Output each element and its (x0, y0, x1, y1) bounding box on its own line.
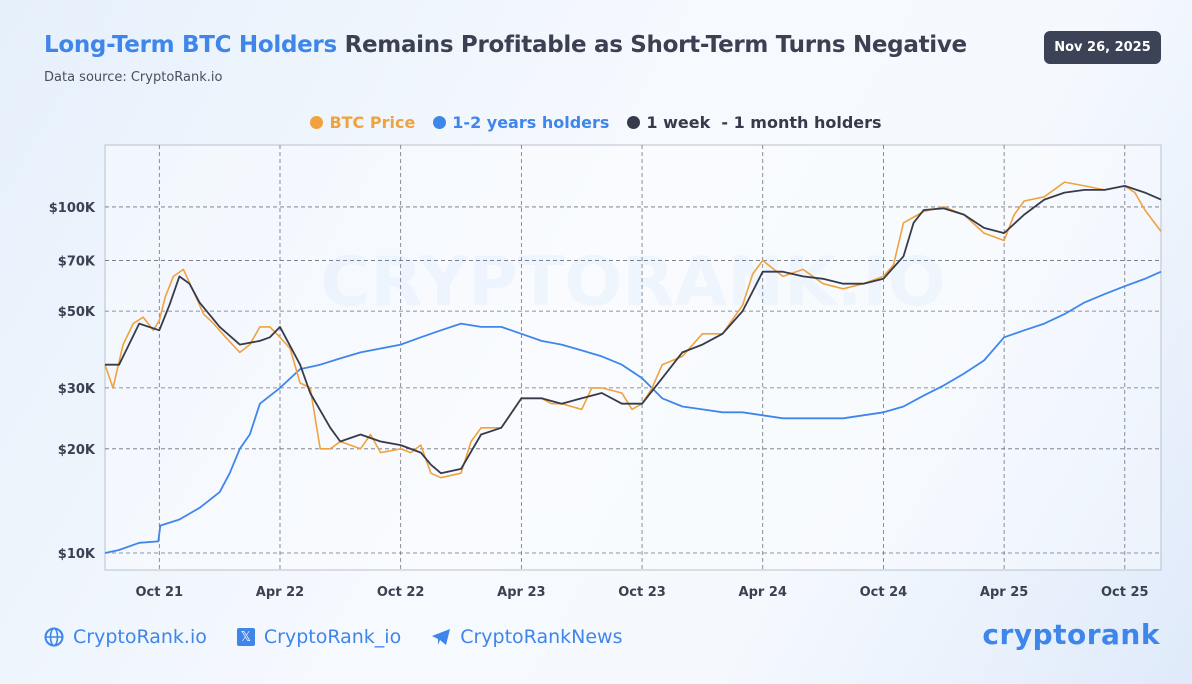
website-label: CryptoRank.io (73, 626, 207, 648)
cryptorank-logo: cryptorank (982, 618, 1160, 651)
y-tick-label: $10K (58, 547, 96, 562)
x-tick-label: Apr 25 (980, 585, 1028, 600)
legend-item-sth: 1 week - 1 month holders (627, 113, 882, 132)
footer: CryptoRank.io 𝕏 CryptoRank_io CryptoRank… (44, 626, 623, 648)
plot-area (104, 144, 1162, 571)
legend-dot-btc (310, 116, 324, 129)
chart-legend: BTC Price 1-2 years holders 1 week - 1 m… (0, 113, 1192, 132)
data-source: Data source: CryptoRank.io (44, 70, 223, 85)
telegram-label: CryptoRankNews (460, 626, 623, 648)
footer-telegram[interactable]: CryptoRankNews (431, 626, 623, 648)
y-tick-label: $100K (49, 201, 96, 216)
x-tick-label: Oct 25 (1101, 585, 1149, 600)
legend-label: BTC Price (329, 113, 416, 132)
footer-website[interactable]: CryptoRank.io (44, 626, 207, 648)
date-badge: Nov 26, 2025 (1044, 31, 1161, 64)
globe-icon (44, 627, 64, 647)
page-title: Long-Term BTC Holders Remains Profitable… (44, 32, 967, 58)
x-tick-label: Oct 21 (136, 585, 184, 600)
y-tick-label: $30K (58, 382, 96, 397)
watermark: CRYPTORANK.IO (320, 243, 945, 322)
x-label: CryptoRank_io (263, 626, 402, 648)
telegram-icon (432, 629, 451, 645)
legend-item-lth: 1-2 years holders (433, 113, 609, 132)
legend-label: 1 week - 1 month holders (646, 113, 882, 132)
series-line-1w-1m-holders (105, 185, 1162, 475)
x-tick-label: Apr 22 (256, 585, 304, 600)
y-tick-label: $20K (58, 443, 96, 458)
x-icon: 𝕏 (236, 628, 255, 646)
x-tick-label: Apr 24 (739, 585, 787, 600)
x-tick-label: Oct 23 (618, 585, 666, 600)
series-line-btc-price (104, 181, 1162, 479)
x-tick-label: Apr 23 (497, 585, 545, 600)
title-rest: Remains Profitable as Short-Term Turns N… (336, 32, 968, 58)
title-highlight: Long-Term BTC Holders (44, 32, 337, 58)
legend-dot-lth (433, 116, 447, 129)
y-tick-label: $50K (58, 305, 96, 320)
legend-label: 1-2 years holders (452, 113, 610, 132)
legend-dot-sth (627, 116, 641, 129)
footer-x[interactable]: 𝕏 CryptoRank_io (236, 626, 402, 648)
x-tick-label: Oct 24 (860, 585, 908, 600)
y-tick-label: $70K (58, 255, 96, 270)
legend-item-btc: BTC Price (310, 113, 415, 132)
series-line-1-2-years-holders (104, 270, 1162, 554)
x-tick-label: Oct 22 (377, 585, 425, 600)
